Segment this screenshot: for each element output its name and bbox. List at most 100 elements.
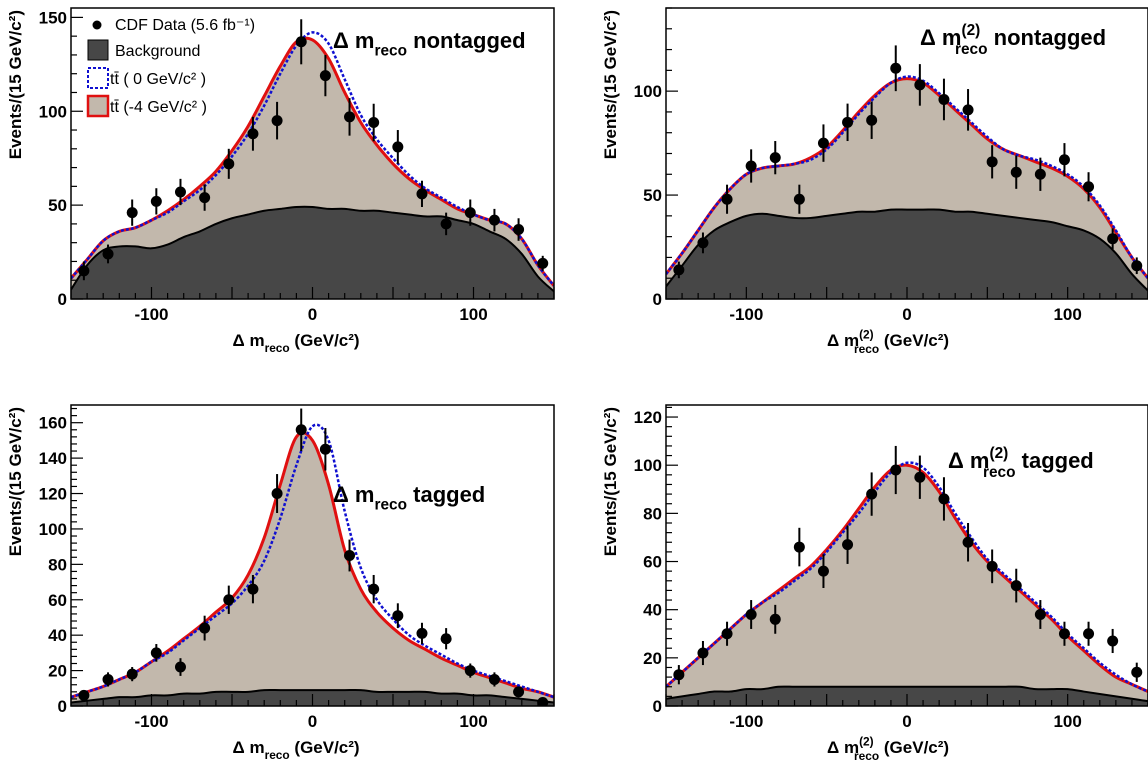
data-point: [1131, 260, 1143, 272]
data-point: [793, 193, 805, 205]
data-point: [697, 647, 709, 659]
data-point: [721, 628, 733, 640]
data-point: [344, 111, 356, 123]
data-point: [126, 668, 138, 680]
x-tick-label: -100: [134, 305, 168, 324]
data-point: [914, 79, 926, 91]
data-point: [986, 560, 998, 572]
data-point: [817, 137, 829, 149]
y-tick-label: 100: [39, 102, 67, 121]
data-point: [223, 594, 235, 606]
data-point: [150, 647, 162, 659]
y-tick-label: 20: [643, 649, 662, 668]
data-point: [769, 613, 781, 625]
x-axis-label: Δ m(2) reco (GeV/c²): [827, 327, 949, 355]
plot-area: [71, 19, 554, 299]
background-area: [666, 209, 1148, 299]
data-point: [537, 257, 549, 269]
y-tick-label: 40: [643, 601, 662, 620]
y-axis-label: Events/(15 GeV/c²): [6, 10, 25, 159]
signal-area: [666, 465, 1148, 706]
legend-data-label: CDF Data (5.6 fb⁻¹): [115, 17, 255, 34]
data-point: [1010, 580, 1022, 592]
data-point: [295, 36, 307, 48]
data-point: [464, 207, 476, 219]
y-tick-label: 100: [634, 82, 662, 101]
x-tick-label: -100: [729, 305, 763, 324]
y-tick-label: 50: [48, 196, 67, 215]
data-point: [1107, 233, 1119, 245]
y-tick-label: 60: [643, 553, 662, 572]
panel-title: Δ m(2) reco tagged: [948, 445, 1094, 481]
data-point: [344, 550, 356, 561]
data-point: [673, 264, 685, 276]
data-point: [745, 160, 757, 172]
data-point: [223, 158, 235, 170]
data-point: [150, 195, 162, 207]
data-point: [769, 152, 781, 164]
legend-signal-m4-label: tt̄ (-4 GeV/c² ): [110, 99, 207, 116]
panel-title: Δ mreco tagged: [333, 482, 485, 514]
panel-title: Δ m(2) reco nontagged: [920, 22, 1106, 58]
background-line: [666, 208, 1148, 292]
data-point: [440, 633, 452, 645]
y-tick-label: 0: [653, 290, 662, 309]
x-tick-label: -100: [729, 712, 763, 731]
data-point: [1034, 168, 1046, 180]
data-point: [319, 443, 331, 455]
y-tick-label: 140: [39, 449, 67, 468]
data-point: [247, 583, 259, 595]
x-axis-label: Δ m(2) reco (GeV/c²): [827, 734, 949, 761]
data-point: [295, 424, 307, 436]
signal-0-line: [666, 75, 1148, 279]
data-point: [368, 583, 380, 595]
data-point: [174, 186, 186, 198]
data-point: [319, 70, 331, 82]
data-point: [537, 696, 549, 706]
signal-m4-line: [666, 77, 1148, 280]
data-point: [962, 536, 974, 548]
data-point: [513, 686, 525, 698]
data-point: [271, 115, 283, 127]
panel-title: Δ mreco nontagged: [333, 28, 526, 60]
y-tick-label: 160: [39, 414, 67, 433]
data-point: [697, 237, 709, 249]
legend-background-label: Background: [115, 43, 200, 60]
data-point: [1010, 166, 1022, 178]
data-point: [866, 488, 878, 500]
data-point: [890, 464, 902, 476]
data-point: [440, 218, 452, 230]
data-point: [1107, 635, 1119, 647]
data-point: [488, 214, 500, 226]
signal-0-line: [71, 423, 554, 699]
data-point: [174, 661, 186, 673]
background-area: [71, 206, 554, 299]
data-point: [247, 128, 259, 140]
y-axis-label: Events/(15 GeV/c²): [601, 407, 620, 556]
y-tick-label: 150: [39, 8, 67, 27]
data-point: [793, 541, 805, 553]
data-point: [102, 673, 114, 685]
signal-area: [71, 432, 554, 706]
data-point: [271, 488, 283, 500]
y-axis-label: Events/(15 GeV/c²): [601, 10, 620, 159]
x-tick-label: 100: [459, 712, 487, 731]
data-point: [673, 669, 685, 681]
data-point: [890, 62, 902, 74]
panel-1: -100 0 100 0 50 100 150 Δ mreco (GeV/c²) Events/…: [6, 7, 555, 355]
panel-3: -100 0 100 0 20 40 60 80 100 120 140 160 Δ mreco (Ge…: [6, 404, 555, 761]
data-point: [199, 622, 211, 634]
x-tick-label: 100: [1053, 712, 1081, 731]
data-point: [986, 156, 998, 168]
data-point: [1131, 666, 1143, 678]
data-point: [368, 117, 380, 129]
y-tick-label: 0: [653, 697, 662, 716]
legend-data-marker: [92, 20, 102, 30]
plot-area: [666, 445, 1148, 706]
data-point: [416, 627, 428, 639]
data-point: [464, 665, 476, 677]
y-tick-label: 0: [58, 697, 67, 716]
data-point: [199, 192, 211, 204]
data-point: [513, 224, 525, 236]
